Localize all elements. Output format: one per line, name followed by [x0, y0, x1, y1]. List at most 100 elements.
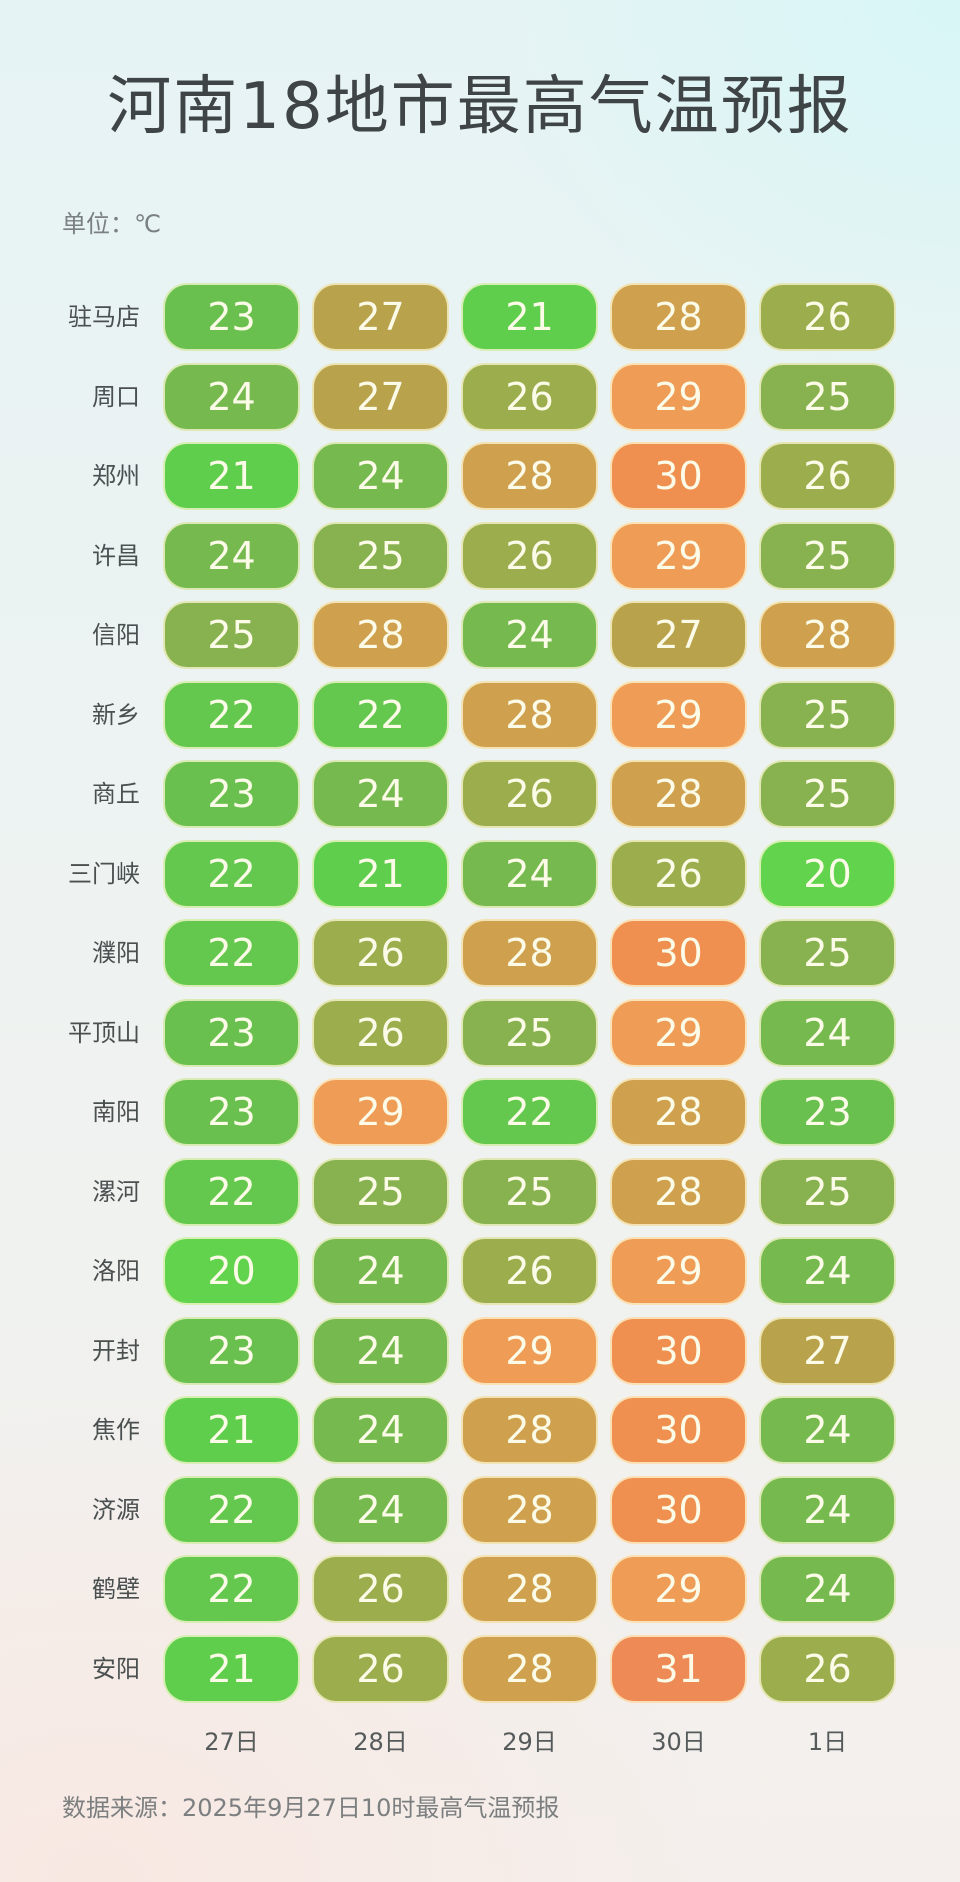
temperature-cell: 21: [461, 283, 598, 351]
table-row: 许昌 24 25 26 29 25: [0, 521, 960, 590]
temperature-cell: 24: [461, 839, 598, 908]
table-row: 新乡 22 22 28 29 25: [0, 680, 960, 749]
page-title: 河南18地市最高气温预报: [107, 70, 853, 144]
temperature-cell: 21: [163, 442, 300, 510]
temperature-cell: 23: [163, 760, 300, 828]
unit-label: 单位：℃: [62, 210, 161, 238]
table-row: 濮阳 22 26 28 30 25: [0, 919, 960, 987]
temperature-cell: 25: [759, 680, 896, 749]
date-label: 1日: [807, 1728, 848, 1756]
temperature-cell: 22: [163, 839, 300, 908]
temperature-cell: 30: [610, 442, 747, 510]
temperature-cell: 23: [759, 1078, 896, 1146]
table-row: 漯河 22 25 25 28 25: [0, 1157, 960, 1226]
city-label: 南阳: [92, 1098, 140, 1126]
table-row: 周口 24 27 26 29 25: [0, 362, 960, 431]
table-row: 商丘 23 24 26 28 25: [0, 760, 960, 828]
temperature-cell: 28: [461, 1555, 598, 1623]
city-label: 洛阳: [92, 1257, 140, 1285]
temperature-cell: 26: [461, 760, 598, 828]
temperature-cell: 28: [610, 1157, 747, 1226]
city-label: 周口: [92, 382, 140, 411]
temperature-cell: 24: [312, 760, 449, 828]
temperature-cell: 25: [759, 362, 896, 431]
city-label: 焦作: [92, 1416, 140, 1444]
temperature-cell: 30: [610, 1396, 747, 1464]
temperature-cell: 20: [759, 839, 896, 908]
temperature-cell: 24: [163, 362, 300, 431]
temperature-cell: 29: [610, 521, 747, 590]
temperature-cell: 26: [759, 442, 896, 510]
temperature-cell: 25: [461, 998, 598, 1067]
date-label: 27日: [204, 1728, 259, 1756]
temperature-cell: 24: [759, 998, 896, 1067]
table-row: 开封 23 24 29 30 27: [0, 1316, 960, 1385]
temperature-cell: 24: [759, 1475, 896, 1544]
temperature-cell: 26: [461, 521, 598, 590]
table-row: 南阳 23 29 22 28 23: [0, 1078, 960, 1146]
temperature-cell: 27: [759, 1316, 896, 1385]
temperature-cell: 28: [312, 601, 449, 669]
city-label: 三门峡: [68, 859, 140, 888]
temperature-cell: 24: [312, 1316, 449, 1385]
temperature-cell: 24: [312, 1237, 449, 1305]
table-row: 济源 22 24 28 30 24: [0, 1475, 960, 1544]
city-label: 郑州: [92, 462, 140, 490]
temperature-cell: 21: [163, 1634, 300, 1703]
table-row: 安阳 21 26 28 31 26: [0, 1634, 960, 1703]
temperature-cell: 28: [461, 1634, 598, 1703]
temperature-cell: 23: [163, 998, 300, 1067]
temperature-cell: 28: [759, 601, 896, 669]
city-label: 平顶山: [68, 1018, 140, 1047]
temperature-cell: 23: [163, 1316, 300, 1385]
temperature-cell: 29: [312, 1078, 449, 1146]
temperature-cell: 25: [759, 521, 896, 590]
temperature-cell: 29: [610, 998, 747, 1067]
table-row: 洛阳 20 24 26 29 24: [0, 1237, 960, 1305]
temperature-cell: 24: [759, 1237, 896, 1305]
temperature-cell: 28: [461, 442, 598, 510]
temperature-cell: 30: [610, 1316, 747, 1385]
city-label: 新乡: [92, 700, 140, 729]
temperature-cell: 21: [163, 1396, 300, 1464]
temperature-cell: 26: [759, 1634, 896, 1703]
temperature-cell: 26: [312, 998, 449, 1067]
city-label: 开封: [92, 1336, 140, 1365]
temperature-cell: 26: [759, 283, 896, 351]
temperature-cell: 22: [163, 919, 300, 987]
temperature-cell: 30: [610, 919, 747, 987]
temperature-cell: 24: [759, 1555, 896, 1623]
temperature-cell: 28: [461, 680, 598, 749]
temperature-cell: 28: [610, 283, 747, 351]
temperature-cell: 25: [312, 1157, 449, 1226]
temperature-cell: 25: [759, 760, 896, 828]
table-row: 平顶山 23 26 25 29 24: [0, 998, 960, 1067]
date-axis: 27日 28日 29日 30日 1日: [0, 1722, 960, 1758]
table-row: 信阳 25 28 24 27 28: [0, 601, 960, 669]
temperature-cell: 25: [759, 919, 896, 987]
temperature-cell: 24: [759, 1396, 896, 1464]
temperature-cell: 25: [163, 601, 300, 669]
temperature-cell: 27: [312, 283, 449, 351]
city-label: 驻马店: [68, 303, 140, 331]
temperature-cell: 27: [312, 362, 449, 431]
temperature-cell: 21: [312, 839, 449, 908]
temperature-cell: 22: [163, 1475, 300, 1544]
table-row: 郑州 21 24 28 30 26: [0, 442, 960, 510]
temperature-cell: 25: [759, 1157, 896, 1226]
temperature-cell: 22: [163, 1157, 300, 1226]
temperature-cell: 26: [312, 1555, 449, 1623]
temperature-cell: 27: [610, 601, 747, 669]
date-label: 29日: [502, 1728, 557, 1756]
city-label: 濮阳: [92, 939, 140, 967]
temperature-cell: 22: [312, 680, 449, 749]
temperature-cell: 22: [163, 680, 300, 749]
city-label: 鹤壁: [92, 1575, 140, 1603]
temperature-cell: 29: [461, 1316, 598, 1385]
temperature-cell: 24: [312, 1396, 449, 1464]
temperature-cell: 22: [461, 1078, 598, 1146]
temperature-cell: 29: [610, 1237, 747, 1305]
temperature-cell: 24: [163, 521, 300, 590]
city-label: 商丘: [92, 780, 140, 808]
temperature-cell: 24: [312, 442, 449, 510]
